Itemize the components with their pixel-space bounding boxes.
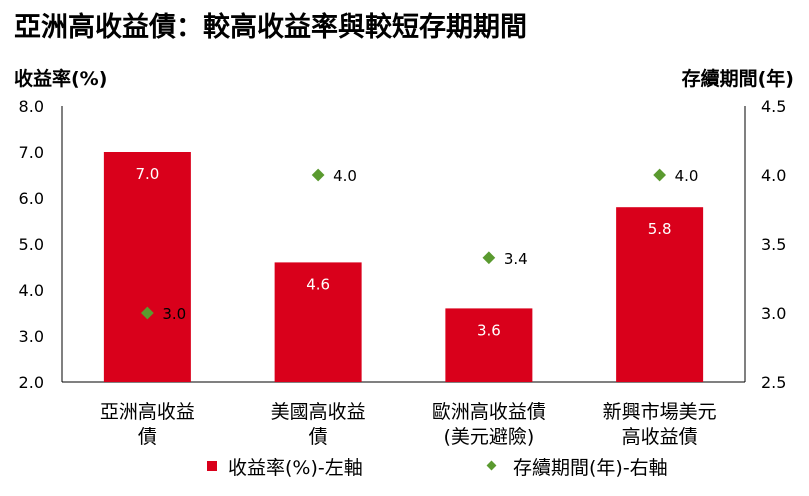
category-label: 高收益債 bbox=[622, 426, 698, 448]
legend: 收益率(%)-左軸 存續期間(年)-右軸 bbox=[207, 457, 668, 479]
category-label: (美元避險) bbox=[443, 426, 534, 448]
bar bbox=[103, 152, 191, 382]
bar-value-label: 3.6 bbox=[477, 321, 501, 339]
left-tick-label: 6.0 bbox=[19, 189, 44, 208]
category-label: 歐洲高收益債 bbox=[432, 401, 546, 423]
left-tick-label: 5.0 bbox=[19, 235, 44, 254]
duration-value-label: 4.0 bbox=[333, 167, 357, 185]
legend-marker-label: 存續期間(年)-右軸 bbox=[513, 457, 668, 479]
duration-value-label: 4.0 bbox=[675, 167, 699, 185]
duration-marker bbox=[482, 251, 496, 265]
bar-value-label: 4.6 bbox=[306, 275, 330, 293]
category-label: 新興市場美元 bbox=[603, 401, 717, 423]
right-tick-label: 3.0 bbox=[761, 304, 786, 323]
legend-bar-swatch bbox=[207, 461, 217, 471]
duration-value-label: 3.4 bbox=[504, 250, 528, 268]
category-label: 亞洲高收益 bbox=[100, 401, 195, 423]
duration-marker bbox=[311, 168, 325, 182]
duration-marker bbox=[653, 168, 666, 182]
bar-value-label: 7.0 bbox=[135, 165, 159, 183]
category-label: 債 bbox=[309, 426, 328, 448]
left-tick-label: 2.0 bbox=[19, 373, 44, 392]
left-tick-label: 4.0 bbox=[19, 281, 44, 300]
chart-title: 亞洲高收益債：較高收益率與較短存期期間 bbox=[14, 11, 527, 43]
category-label: 美國高收益 bbox=[271, 401, 366, 423]
right-axis-title: 存續期間(年) bbox=[682, 67, 794, 90]
bar bbox=[274, 262, 362, 382]
bar-value-label: 5.8 bbox=[648, 220, 672, 238]
duration-marker bbox=[141, 306, 154, 320]
left-tick-label: 7.0 bbox=[19, 143, 44, 162]
markers: 3.0 4.0 3.4 4.0 bbox=[141, 167, 698, 323]
duration-value-label: 3.0 bbox=[162, 305, 186, 323]
left-tick-label: 8.0 bbox=[19, 97, 44, 116]
right-tick-label: 2.5 bbox=[761, 373, 786, 392]
legend-marker-swatch bbox=[486, 460, 497, 471]
axes: 8.0 7.0 6.0 5.0 4.0 3.0 2.0 4.5 4.0 3.5 3.0 2.5 bbox=[19, 97, 787, 392]
bars: 7.0 4.6 3.6 5.8 bbox=[103, 152, 704, 382]
left-tick-label: 3.0 bbox=[19, 327, 44, 346]
right-tick-label: 3.5 bbox=[761, 235, 786, 254]
bar bbox=[616, 207, 704, 382]
legend-bar-label: 收益率(%)-左軸 bbox=[228, 457, 363, 479]
category-label: 債 bbox=[138, 426, 157, 448]
right-tick-label: 4.0 bbox=[761, 166, 786, 185]
right-tick-label: 4.5 bbox=[761, 97, 786, 116]
left-axis-title: 收益率(%) bbox=[14, 67, 107, 90]
bar bbox=[445, 308, 533, 382]
